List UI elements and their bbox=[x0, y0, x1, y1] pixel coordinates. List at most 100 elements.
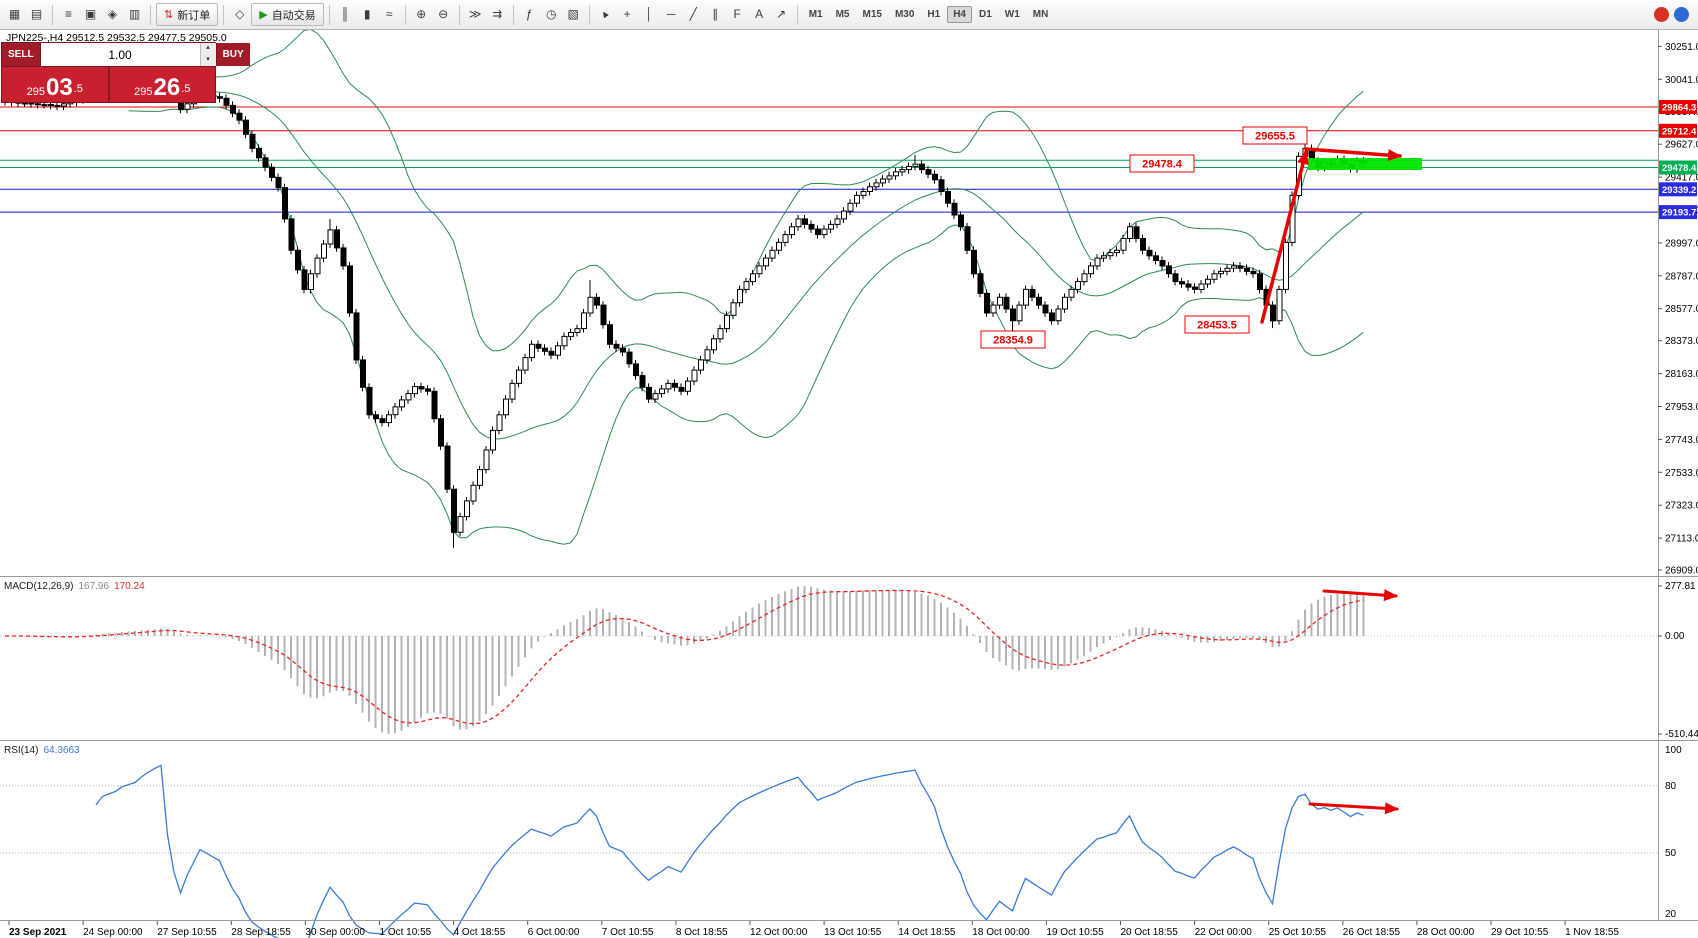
time-axis-label: 30 Sep 00:00 bbox=[305, 927, 365, 938]
timeframe-mn[interactable]: MN bbox=[1032, 9, 1049, 20]
fibonacci-icon[interactable]: F bbox=[733, 7, 741, 21]
terminal-icon[interactable]: ▥ bbox=[128, 7, 141, 21]
bollinger-middle-band bbox=[128, 91, 1364, 440]
price-line-badge: 29864.3 bbox=[1659, 100, 1697, 114]
price-chart-svg[interactable]: 30251.030041.029837.029627.029417.029207… bbox=[0, 30, 1698, 938]
community-icon[interactable] bbox=[1654, 7, 1669, 22]
trendline-icon[interactable]: ╱ bbox=[689, 7, 697, 21]
support-zone-price-label[interactable]: 29478.4 bbox=[1129, 154, 1195, 173]
price-axis-label: 28577.0 bbox=[1665, 304, 1698, 315]
time-axis-label: 24 Sep 00:00 bbox=[83, 927, 143, 938]
new-order-icon: ⇅ bbox=[164, 9, 174, 21]
auto-scroll-icon[interactable]: ≫ bbox=[468, 7, 482, 21]
time-axis-label: 26 Oct 18:55 bbox=[1343, 927, 1401, 938]
price-line-badge: 29339.2 bbox=[1659, 182, 1697, 197]
timeframe-m1[interactable]: M1 bbox=[808, 9, 823, 20]
volume-stepper[interactable]: ▴ ▾ bbox=[40, 43, 216, 66]
price-axis-label: 27533.0 bbox=[1665, 468, 1698, 479]
timeframe-m15[interactable]: M15 bbox=[862, 9, 882, 20]
toolbar-separator bbox=[512, 4, 514, 25]
new-order-button[interactable]: ⇅ 新订单 bbox=[156, 3, 219, 26]
support-zone-highlight[interactable] bbox=[1308, 158, 1422, 170]
timeframe-m30[interactable]: M30 bbox=[894, 9, 915, 20]
cursor-icon[interactable]: ▲ bbox=[597, 7, 613, 22]
time-axis-label: 14 Oct 18:55 bbox=[898, 927, 956, 938]
macd-trend-arrow[interactable] bbox=[1322, 589, 1398, 602]
timeframe-d1[interactable]: D1 bbox=[979, 9, 992, 20]
timeframe-h1[interactable]: H1 bbox=[927, 9, 941, 20]
profiles-icon[interactable]: ▤ bbox=[30, 7, 43, 21]
chart-shift-icon[interactable]: ⇉ bbox=[492, 7, 503, 21]
new-order-label: 新订单 bbox=[177, 9, 211, 22]
channel-icon[interactable]: ∥ bbox=[712, 7, 719, 21]
continuation-arrow[interactable] bbox=[1304, 147, 1402, 162]
arrow-tool-icon[interactable]: ↗ bbox=[776, 7, 787, 21]
toolbar-separator bbox=[404, 4, 406, 25]
bars-chart-icon[interactable]: ║ bbox=[340, 7, 350, 21]
market-watch-icon[interactable]: ≡ bbox=[64, 7, 72, 21]
data-window-icon[interactable]: ▣ bbox=[84, 7, 97, 21]
zoom-out-icon[interactable]: ⊖ bbox=[438, 7, 449, 21]
help-icon[interactable] bbox=[1674, 7, 1689, 22]
timeframe-h4[interactable]: H4 bbox=[947, 6, 972, 23]
price-axis-label: 28997.0 bbox=[1665, 238, 1698, 249]
new-chart-icon[interactable]: ▦ bbox=[8, 7, 21, 21]
rsi-trend-arrow[interactable] bbox=[1308, 802, 1399, 815]
metaeditor-icon[interactable]: ◇ bbox=[235, 7, 245, 21]
templates-icon[interactable]: ▧ bbox=[567, 7, 579, 21]
toolbar-separator bbox=[52, 4, 53, 25]
text-tool-icon[interactable]: A bbox=[755, 7, 764, 21]
swing-low-price-label[interactable]: 28453.5 bbox=[1184, 315, 1250, 334]
macd-name: MACD(12,26,9) bbox=[4, 581, 74, 592]
zoom-in-icon[interactable]: ⊕ bbox=[416, 7, 427, 21]
autotrading-button[interactable]: ▶ 自动交易 bbox=[251, 3, 324, 26]
vertical-line-icon[interactable]: │ bbox=[645, 7, 653, 21]
macd-signal-value: 170.24 bbox=[114, 581, 145, 592]
indicators-icon[interactable]: ƒ bbox=[525, 7, 533, 21]
main-toolbar: ▦ ▤ ≡ ▣ ◈ ▥ ⇅ 新订单 ◇ ▶ 自动交易 ║ ▮ ≈ ⊕ ⊖ ≫ ⇉… bbox=[0, 0, 1698, 30]
toolbar-separator bbox=[223, 4, 225, 25]
toolbar-separator bbox=[588, 4, 590, 25]
navigator-icon[interactable]: ◈ bbox=[107, 7, 118, 21]
periods-icon[interactable]: ◷ bbox=[545, 7, 557, 21]
time-axis-label: 27 Sep 10:55 bbox=[157, 927, 217, 938]
macd-axis-label: 0.00 bbox=[1665, 631, 1685, 642]
time-axis-label: 23 Sep 2021 bbox=[9, 927, 67, 938]
rsi-axis-label: 80 bbox=[1665, 781, 1677, 792]
buy-price[interactable]: 295 26.5 bbox=[109, 67, 215, 102]
price-axis-label: 28787.0 bbox=[1665, 271, 1698, 282]
svg-text:29339.2: 29339.2 bbox=[1662, 185, 1696, 196]
sell-price[interactable]: 295 03.5 bbox=[2, 67, 110, 102]
price-axis-label: 29417.0 bbox=[1665, 173, 1698, 184]
rsi-name: RSI(14) bbox=[4, 745, 39, 756]
macd-value: 167.96 bbox=[78, 581, 110, 592]
impulse-up-arrow[interactable] bbox=[1260, 150, 1309, 324]
timeframe-w1[interactable]: W1 bbox=[1004, 9, 1020, 20]
symbol-info: JPN225-,H4 29512.5 29532.5 29477.5 29505… bbox=[6, 32, 227, 44]
chart-window[interactable]: 30251.030041.029837.029627.029417.029207… bbox=[0, 30, 1698, 938]
macd-axis-label: -510.44 bbox=[1665, 729, 1698, 740]
timeframe-m5[interactable]: M5 bbox=[835, 9, 850, 20]
horizontal-line-icon[interactable]: ─ bbox=[666, 7, 676, 21]
candlestick-chart-icon[interactable]: ▮ bbox=[363, 7, 371, 21]
price-axis-label: 28373.0 bbox=[1665, 336, 1698, 347]
sell-button[interactable]: SELL bbox=[2, 43, 41, 66]
prior-low-price-label[interactable]: 28354.9 bbox=[980, 330, 1046, 349]
crosshair-icon[interactable]: + bbox=[623, 7, 631, 21]
price-line-badge: 29193.7 bbox=[1659, 205, 1697, 220]
price-axis-label: 27953.0 bbox=[1665, 402, 1698, 413]
volume-decrease-button[interactable]: ▾ bbox=[206, 55, 210, 63]
svg-text:29655.5: 29655.5 bbox=[1255, 131, 1295, 143]
buy-button[interactable]: BUY bbox=[215, 43, 250, 66]
price-axis-label: 27743.0 bbox=[1665, 435, 1698, 446]
resistance-price-label[interactable]: 29655.5 bbox=[1242, 126, 1308, 145]
line-chart-icon[interactable]: ≈ bbox=[385, 7, 393, 21]
svg-text:29193.7: 29193.7 bbox=[1662, 208, 1696, 219]
volume-input[interactable] bbox=[40, 43, 200, 66]
volume-increase-button[interactable]: ▴ bbox=[206, 44, 210, 51]
macd-axis-label: 277.81 bbox=[1665, 581, 1696, 592]
toolbar-right-group bbox=[1654, 7, 1694, 22]
price-axis-label: 27323.0 bbox=[1665, 501, 1698, 512]
autotrading-icon: ▶ bbox=[259, 9, 268, 21]
